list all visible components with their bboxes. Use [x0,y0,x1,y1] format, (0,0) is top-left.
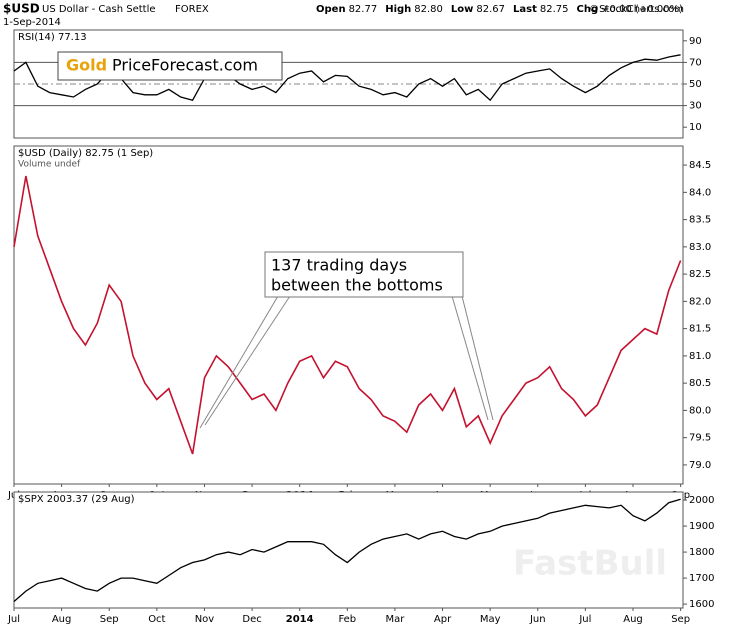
x-tick-label: Oct [148,614,165,625]
y-tick-label: 50 [689,79,702,90]
y-tick-label: 10 [689,122,702,133]
quote-value: 82.75 [540,4,569,15]
y-tick-label: 90 [689,36,702,47]
y-tick-label: 83.0 [689,242,711,253]
y-tick-label: 79.5 [689,433,711,444]
y-tick-label: 30 [689,101,702,112]
y-tick-label: 79.0 [689,460,711,471]
x-tick-label: Nov [195,614,215,625]
logo-brand: Gold [66,56,107,75]
exchange: FOREX [175,4,209,15]
y-tick-label: 1900 [689,521,714,532]
symbol: $USD [3,2,40,16]
panel-label: $USD (Daily) 82.75 (1 Sep) [18,148,153,159]
quote-label: Open [316,4,346,15]
annotation-pointer [204,295,291,426]
source: ©StockCharts.com [589,4,684,15]
quote: Open 82.77 High 82.80 Low 82.67 Last 82.75 Chg +0… [316,4,683,15]
y-tick-label: 1600 [689,599,714,610]
watermark: FastBull [513,544,667,584]
y-tick-label: 1800 [689,547,714,558]
y-tick-label: 70 [689,57,702,68]
annotation-pointer [451,295,489,421]
panels: 10 30 50 70 90 RSI(14) 77.13 79.0 79.5 80.0 80.5 8… [7,29,714,625]
y-tick-label: 2000 [689,495,714,506]
x-tick-label: Sep [671,614,690,625]
x-tick-label: Dec [242,614,261,625]
annotation-text: between the bottoms [271,276,443,295]
panel-sublabel: Volume undef [18,160,81,170]
quote-value: 82.77 [349,4,378,15]
quote-label: Last [513,4,537,15]
x-tick-label: Apr [434,614,452,625]
x-tick-label: Mar [385,614,405,625]
logo-site: PriceForecast.com [112,56,258,75]
logo-box [57,51,283,81]
y-tick-label: 80.0 [689,405,711,416]
quote-label: Low [451,4,473,15]
x-tick-label: Jul [7,614,20,625]
quote-label: Chg [577,4,599,15]
y-tick-label: 84.5 [689,160,711,171]
quote-value: 82.80 [414,4,443,15]
y-tick-label: 81.0 [689,351,711,362]
date: 1-Sep-2014 [3,17,61,28]
y-tick-label: 82.0 [689,296,711,307]
y-tick-label: 81.5 [689,324,711,335]
panel-label: $SPX 2003.37 (29 Aug) [18,494,135,505]
x-tick-label: Aug [623,614,643,625]
y-tick-label: 1700 [689,573,714,584]
x-tick-label: Feb [338,614,356,625]
annotation-pointer [199,295,279,429]
quote-value: +0.00 (+0.00%) [601,4,683,15]
y-tick-label: 83.5 [689,215,711,226]
quote-value: 82.67 [476,4,505,15]
x-tick-label: 2014 [286,614,314,625]
annotation-text: 137 trading days [271,256,407,275]
series-line [13,54,681,102]
annotation-pointer [461,295,494,421]
quote-label: High [385,4,411,15]
x-tick-label: May [480,614,501,625]
panel-frame [13,491,684,609]
instrument-name: US Dollar - Cash Settle [42,4,156,15]
y-tick-label: 82.5 [689,269,711,280]
annotation-box [264,251,464,298]
x-tick-label: Aug [52,614,72,625]
panel-frame [13,145,684,485]
panel-label: RSI(14) 77.13 [18,32,87,43]
x-tick-label: Sep [100,614,119,625]
series-line [13,175,682,455]
x-tick-label: Jun [529,614,546,625]
series-line [13,498,681,602]
x-tick-label: Jul [578,614,591,625]
y-tick-label: 84.0 [689,187,711,198]
y-tick-label: 80.5 [689,378,711,389]
